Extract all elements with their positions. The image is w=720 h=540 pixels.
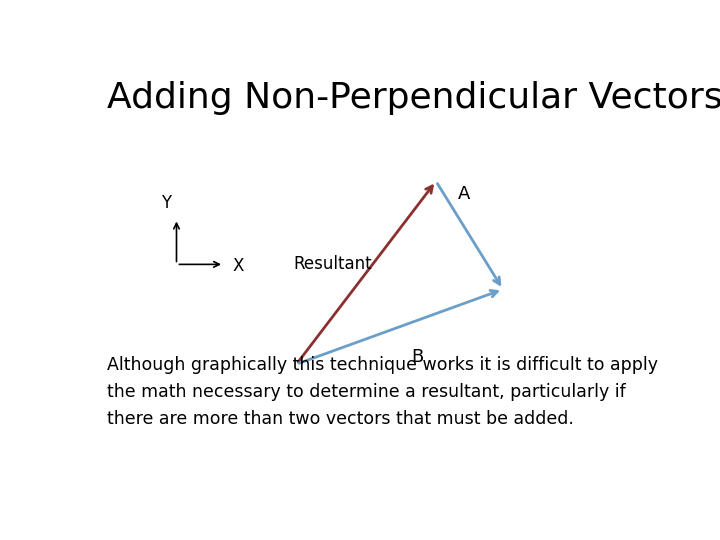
Text: B: B	[411, 348, 423, 366]
Text: Adding Non-Perpendicular Vectors: Adding Non-Perpendicular Vectors	[107, 82, 720, 116]
Text: Resultant: Resultant	[294, 255, 372, 273]
Text: Y: Y	[161, 194, 171, 212]
Text: X: X	[233, 258, 243, 275]
Text: Although graphically this technique works it is difficult to apply
the math nece: Although graphically this technique work…	[107, 356, 658, 428]
Text: A: A	[459, 185, 471, 202]
